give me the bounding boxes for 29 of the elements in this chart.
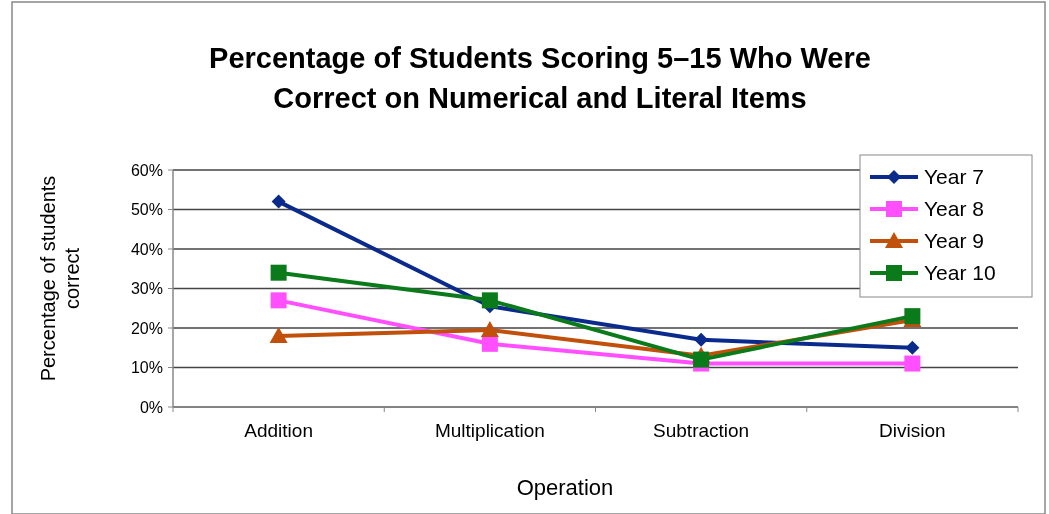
- point: [481, 335, 498, 352]
- point: [693, 351, 710, 368]
- y-tick-label: 0%: [139, 398, 163, 416]
- x-axis-title: Operation: [516, 475, 614, 500]
- legend-label: Year 8: [924, 197, 984, 221]
- x-tick-label: Subtraction: [653, 420, 750, 441]
- legend-label: Year 10: [924, 261, 996, 285]
- point: [270, 264, 287, 281]
- x-tick-label: Division: [879, 420, 946, 441]
- point: [904, 355, 921, 372]
- x-tick-label: Addition: [244, 420, 313, 441]
- point: [694, 332, 709, 347]
- point: [271, 194, 286, 209]
- x-tick-label: Multiplication: [434, 420, 545, 441]
- y-tick-label: 40%: [130, 240, 163, 258]
- point: [480, 320, 499, 337]
- legend-label: Year 7: [924, 165, 984, 189]
- legend-label: Year 9: [924, 229, 984, 253]
- point: [481, 292, 498, 309]
- chart-title: Percentage of Students Scoring 5–15 Who Were Correct on Numerical and Literal Items: [209, 42, 871, 114]
- y-tick-label: 20%: [130, 319, 163, 337]
- y-tick-label: 50%: [130, 201, 163, 219]
- point: [269, 326, 288, 343]
- point: [270, 292, 287, 309]
- y-tick-label: 10%: [130, 359, 163, 377]
- point: [905, 340, 920, 355]
- y-axis-title: Percentage of students correct: [37, 175, 83, 382]
- y-tick-label: 60%: [130, 161, 163, 179]
- y-tick-label: 30%: [130, 280, 163, 298]
